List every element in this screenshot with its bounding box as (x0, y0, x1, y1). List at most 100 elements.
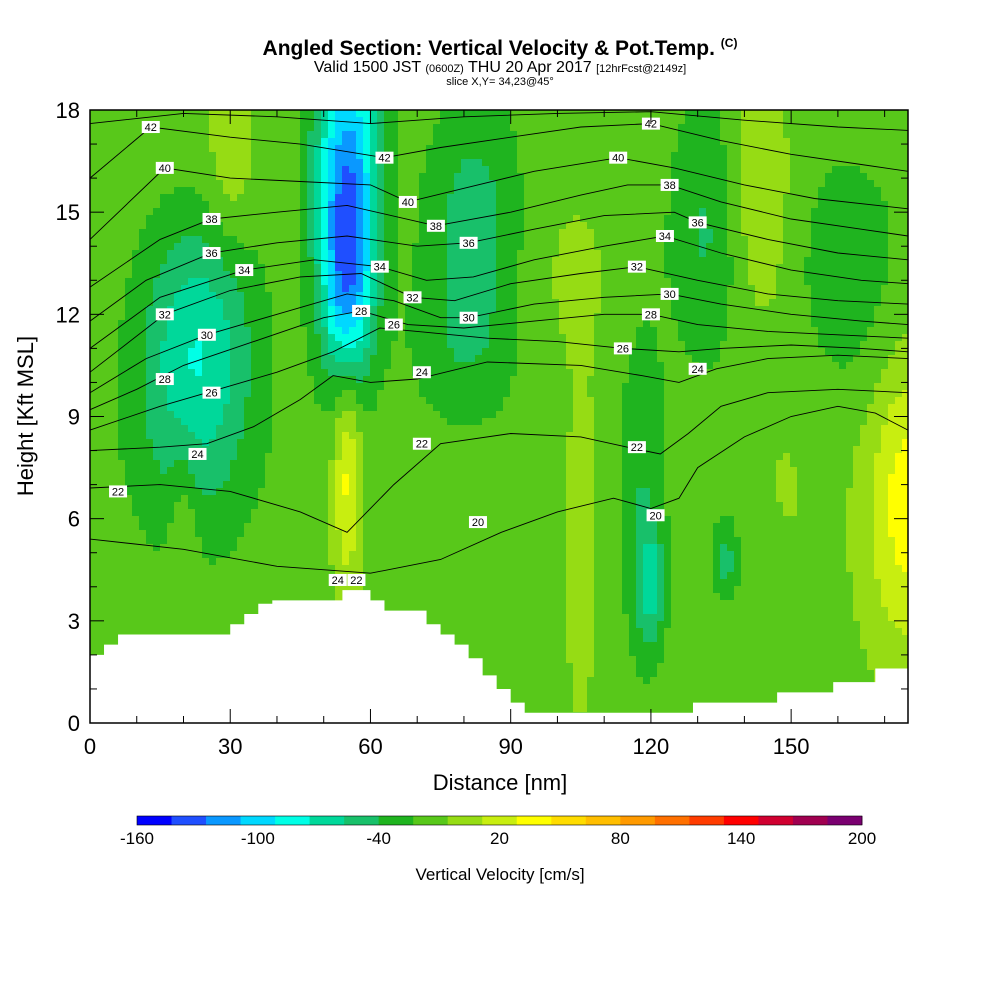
field-cell (839, 166, 847, 174)
field-cell (139, 285, 147, 293)
field-cell (118, 306, 126, 314)
field-cell (370, 341, 378, 349)
field-cell (902, 131, 909, 139)
field-cell (902, 320, 909, 328)
field-cell (713, 138, 721, 146)
field-cell (391, 180, 399, 188)
field-cell (874, 327, 882, 335)
field-cell (804, 341, 812, 349)
field-cell (167, 285, 175, 293)
field-cell (790, 173, 798, 181)
field-cell (755, 215, 763, 223)
field-cell (426, 299, 434, 307)
field-cell (874, 152, 882, 160)
field-cell (839, 152, 847, 160)
field-cell (237, 292, 245, 300)
field-cell (755, 313, 763, 321)
field-cell (734, 187, 742, 195)
field-cell (748, 208, 756, 216)
field-cell (440, 166, 448, 174)
field-cell (384, 243, 392, 251)
field-cell (776, 306, 784, 314)
field-cell (769, 215, 777, 223)
field-cell (433, 152, 441, 160)
field-cell (174, 355, 182, 363)
field-cell (510, 222, 518, 230)
field-cell (888, 201, 896, 209)
field-cell (482, 236, 490, 244)
field-cell (895, 355, 903, 363)
field-cell (433, 376, 441, 384)
field-cell (853, 229, 861, 237)
field-cell (132, 201, 140, 209)
field-cell (566, 110, 574, 118)
field-cell (545, 257, 553, 265)
field-cell (342, 166, 350, 174)
field-cell (818, 222, 826, 230)
field-cell (482, 390, 490, 398)
field-cell (741, 222, 749, 230)
field-cell (678, 250, 686, 258)
field-cell (811, 285, 819, 293)
field-cell (104, 117, 112, 125)
field-cell (580, 250, 588, 258)
field-cell (349, 404, 357, 412)
field-cell (384, 369, 392, 377)
field-cell (769, 397, 777, 405)
field-cell (363, 404, 371, 412)
field-cell (748, 285, 756, 293)
field-cell (398, 299, 406, 307)
field-cell (650, 369, 658, 377)
field-cell (867, 320, 875, 328)
field-cell (678, 278, 686, 286)
field-cell (608, 292, 616, 300)
field-cell (482, 152, 490, 160)
field-cell (272, 152, 280, 160)
field-cell (517, 152, 525, 160)
field-cell (559, 180, 567, 188)
field-cell (405, 383, 413, 391)
field-cell (636, 173, 644, 181)
field-cell (209, 341, 217, 349)
field-cell (755, 236, 763, 244)
field-cell (363, 159, 371, 167)
field-cell (727, 201, 735, 209)
field-cell (678, 243, 686, 251)
field-cell (153, 341, 161, 349)
field-cell (265, 187, 273, 195)
field-cell (188, 383, 196, 391)
field-cell (489, 208, 497, 216)
field-cell (503, 131, 511, 139)
field-cell (685, 243, 693, 251)
field-cell (293, 369, 301, 377)
field-cell (846, 201, 854, 209)
field-cell (202, 264, 210, 272)
field-cell (454, 257, 462, 265)
field-cell (97, 131, 105, 139)
field-cell (370, 124, 378, 132)
field-cell (748, 187, 756, 195)
field-cell (839, 355, 847, 363)
field-cell (762, 362, 770, 370)
field-cell (741, 229, 749, 237)
field-cell (776, 187, 784, 195)
field-cell (811, 152, 819, 160)
field-cell (650, 159, 658, 167)
field-cell (643, 362, 651, 370)
field-cell (580, 222, 588, 230)
field-cell (258, 243, 266, 251)
field-cell (272, 187, 280, 195)
field-cell (398, 250, 406, 258)
field-cell (293, 215, 301, 223)
field-cell (552, 117, 560, 125)
field-cell (769, 320, 777, 328)
field-cell (559, 152, 567, 160)
field-cell (776, 334, 784, 342)
field-cell (286, 306, 294, 314)
field-cell (272, 376, 280, 384)
field-cell (657, 250, 665, 258)
field-cell (790, 187, 798, 195)
field-cell (538, 369, 546, 377)
field-cell (335, 257, 343, 265)
field-cell (300, 327, 308, 335)
